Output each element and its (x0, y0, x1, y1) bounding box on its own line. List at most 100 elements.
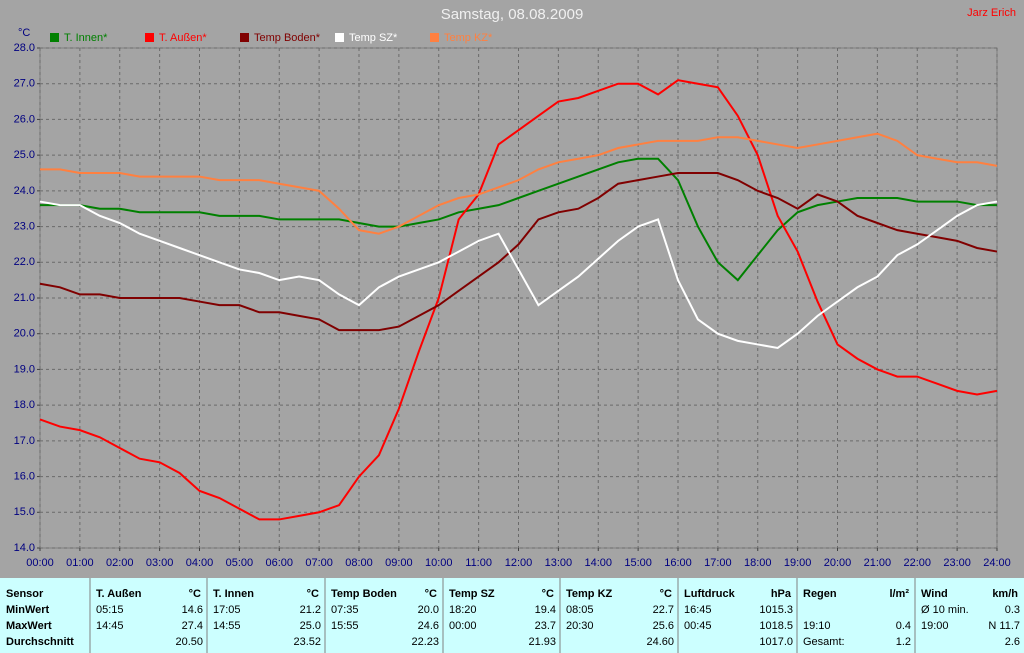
row-label: MaxWert (6, 620, 52, 632)
x-tick-label: 09:00 (385, 557, 413, 569)
cell-value: 25.0 (300, 620, 321, 632)
column-header: Temp Boden (331, 588, 397, 600)
x-tick-label: 13:00 (545, 557, 573, 569)
cell-value: 22.7 (653, 604, 674, 616)
cell-value: 23.7 (535, 620, 556, 632)
column-unit: °C (425, 588, 437, 600)
x-tick-label: 18:00 (744, 557, 772, 569)
cell-value: 21.93 (528, 636, 556, 648)
legend-label: T. Außen* (159, 32, 207, 44)
cell-time: 08:05 (566, 604, 594, 616)
column-unit: hPa (771, 588, 792, 600)
y-axis-label: °C (18, 27, 30, 39)
stats-table (0, 578, 1024, 653)
column-header: Regen (803, 588, 837, 600)
x-tick-label: 01:00 (66, 557, 94, 569)
x-tick-label: 16:00 (664, 557, 692, 569)
y-tick-label: 15.0 (14, 506, 35, 518)
cell-time: 17:05 (213, 604, 241, 616)
data-line (39, 200, 998, 350)
data-line (39, 79, 998, 521)
x-tick-label: 00:00 (26, 557, 54, 569)
x-tick-label: 20:00 (824, 557, 852, 569)
x-tick-label: 03:00 (146, 557, 174, 569)
cell-value: 2.6 (1005, 636, 1020, 648)
column-header: T. Außen (96, 588, 142, 600)
x-tick-label: 05:00 (226, 557, 254, 569)
legend-label: Temp KZ* (444, 32, 493, 44)
author: Jarz Erich (967, 7, 1016, 19)
cell-time: 18:20 (449, 604, 477, 616)
cell-value: 20.50 (175, 636, 203, 648)
cell-time: 00:45 (684, 620, 712, 632)
y-tick-label: 25.0 (14, 149, 35, 161)
x-tick-label: 21:00 (864, 557, 892, 569)
legend-label: Temp SZ* (349, 32, 398, 44)
cell-time: Gesamt: (803, 636, 845, 648)
column-unit: °C (189, 588, 201, 600)
legend-swatch (430, 33, 439, 42)
y-tick-label: 28.0 (14, 42, 35, 54)
cell-value: N 11.7 (988, 620, 1020, 632)
cell-value: 0.3 (1005, 604, 1020, 616)
column-header: Temp KZ (566, 588, 613, 600)
cell-time: 00:00 (449, 620, 477, 632)
x-tick-label: 22:00 (903, 557, 931, 569)
legend-swatch (335, 33, 344, 42)
row-label: Durchschnitt (6, 636, 74, 648)
column-unit: °C (660, 588, 672, 600)
cell-value: 1018.5 (759, 620, 793, 632)
y-tick-label: 17.0 (14, 435, 35, 447)
cell-value: 14.6 (182, 604, 203, 616)
x-tick-label: 24:00 (983, 557, 1011, 569)
legend-swatch (240, 33, 249, 42)
cell-value: 21.2 (300, 604, 321, 616)
y-tick-label: 22.0 (14, 256, 35, 268)
y-tick-label: 24.0 (14, 185, 35, 197)
y-tick-label: 18.0 (14, 399, 35, 411)
y-tick-label: 23.0 (14, 220, 35, 232)
cell-value: 25.6 (653, 620, 674, 632)
chart-title: Samstag, 08.08.2009 (441, 6, 584, 23)
x-tick-label: 19:00 (784, 557, 812, 569)
cell-value: 24.60 (646, 636, 674, 648)
cell-time: 15:55 (331, 620, 359, 632)
cell-time: 05:15 (96, 604, 124, 616)
legend-swatch (145, 33, 154, 42)
cell-value: 27.4 (182, 620, 203, 632)
legend-swatch (50, 33, 59, 42)
x-tick-label: 14:00 (584, 557, 612, 569)
cell-time: Ø 10 min. (921, 604, 969, 616)
x-tick-label: 12:00 (505, 557, 533, 569)
column-unit: °C (307, 588, 319, 600)
column-header: T. Innen (213, 588, 254, 600)
y-tick-label: 19.0 (14, 363, 35, 375)
y-tick-label: 16.0 (14, 470, 35, 482)
x-tick-label: 07:00 (305, 557, 333, 569)
column-header: Wind (921, 588, 948, 600)
legend-label: Temp Boden* (254, 32, 321, 44)
y-tick-label: 27.0 (14, 78, 35, 90)
x-tick-label: 11:00 (465, 557, 492, 569)
table-corner: Sensor (6, 588, 44, 600)
column-header: Temp SZ (449, 588, 495, 600)
x-tick-label: 10:00 (425, 557, 453, 569)
cell-time: 14:45 (96, 620, 124, 632)
cell-value: 1017.0 (759, 636, 793, 648)
cell-value: 1015.3 (759, 604, 793, 616)
y-tick-label: 26.0 (14, 113, 35, 125)
cell-value: 19.4 (535, 604, 556, 616)
y-tick-label: 21.0 (14, 292, 35, 304)
cell-value: 1.2 (896, 636, 911, 648)
data-line (40, 132, 998, 235)
y-tick-label: 20.0 (14, 328, 35, 340)
data-line (39, 172, 998, 332)
cell-time: 16:45 (684, 604, 712, 616)
cell-value: 24.6 (418, 620, 439, 632)
cell-value: 0.4 (896, 620, 911, 632)
cell-value: 23.52 (293, 636, 321, 648)
x-tick-label: 06:00 (265, 557, 293, 569)
column-unit: °C (542, 588, 554, 600)
row-label: MinWert (6, 604, 50, 616)
